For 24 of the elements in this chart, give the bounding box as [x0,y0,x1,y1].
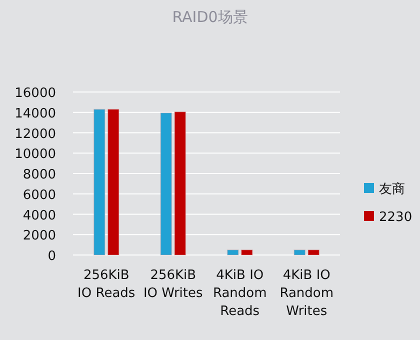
bar [93,108,106,256]
title: RAID0场景 [172,8,248,26]
bar [174,111,186,256]
x-tick-label: 256KiB IO Reads [78,268,136,301]
bar [160,112,172,256]
legend-label: 友商 [379,182,405,197]
x-tick-label: 4KiB IO Random Writes [280,268,334,319]
y-tick-label: 8000 [22,168,56,182]
legend-label: 2230 [379,210,412,225]
bar [240,249,253,256]
y-tick-label: 16000 [14,86,56,101]
bar [226,249,239,256]
bar [308,249,320,256]
y-tick-label: 0 [48,249,56,264]
y-tick-label: 10000 [14,147,56,162]
y-tick-label: 14000 [14,106,56,122]
y-tick-label: 12000 [14,126,56,142]
y-tick-label: 2000 [22,228,56,244]
x-tick-label: 4KiB IO Random Reads [212,268,267,319]
y-tick-label: 6000 [22,188,56,203]
bar [294,249,306,256]
x-tick-label: 256KiB IO Writes [143,268,203,301]
bar [107,108,120,256]
y-tick-label: 4000 [22,208,56,224]
